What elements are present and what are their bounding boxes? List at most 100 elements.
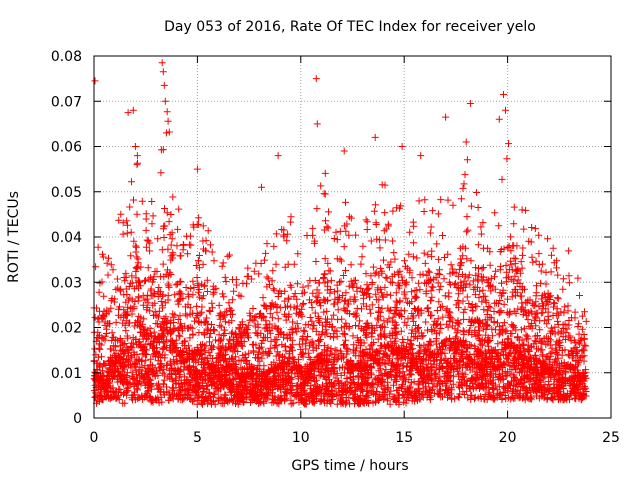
data-point [250,305,257,312]
data-point [406,229,413,236]
data-point [428,294,435,301]
data-point [265,275,272,282]
data-point [183,233,190,240]
data-point [435,256,442,263]
data-point [543,269,550,276]
data-point [544,235,551,242]
data-point [460,316,467,323]
data-point [149,220,156,227]
data-point [128,178,135,185]
data-point [183,284,190,291]
data-point [492,268,499,275]
data-point [261,257,268,264]
data-point [498,280,505,287]
data-point [342,199,349,206]
data-point [312,258,319,265]
data-point [334,288,341,295]
data-point [410,223,417,230]
data-point [143,227,150,234]
data-point [424,327,431,334]
data-point [322,217,329,224]
data-point [317,182,324,189]
data-point [221,327,228,334]
data-point [174,242,181,249]
data-point [416,286,423,293]
data-point [222,274,229,281]
data-point [273,230,280,237]
data-point [463,228,470,235]
data-point [258,260,265,267]
data-point [559,286,566,293]
data-point [565,247,572,254]
data-point [249,341,256,348]
data-point [435,210,442,217]
data-point [503,155,510,162]
data-point [330,301,337,308]
data-point [367,310,374,317]
data-point [428,224,435,231]
data-point [124,230,131,237]
data-point [511,255,518,262]
data-point [408,288,415,295]
data-point [373,221,380,228]
data-point [496,331,503,338]
data-point [177,252,184,259]
data-point [416,197,423,204]
data-point [519,252,526,259]
data-point [390,249,397,256]
data-point [143,244,150,251]
data-point [305,282,312,289]
data-point [363,216,370,223]
data-point [200,261,207,268]
data-point [572,314,579,321]
data-point [127,252,134,259]
data-point [133,254,140,261]
data-point [413,287,420,294]
data-point [364,226,371,233]
data-point [338,324,345,331]
data-point [270,243,277,250]
data-point [280,232,287,239]
data-point [135,293,142,300]
data-point [435,298,442,305]
data-point [464,294,471,301]
data-point [95,244,102,251]
data-point [333,229,340,236]
data-point [104,260,111,267]
data-point [375,304,382,311]
data-point [434,307,441,314]
data-point [164,108,171,115]
data-point [139,198,146,205]
data-point [109,329,116,336]
data-point [533,258,540,265]
data-point [335,306,342,313]
data-point [94,329,101,336]
data-point [161,234,168,241]
data-point [457,262,464,269]
data-point [148,198,155,205]
data-point [169,229,176,236]
data-point [460,185,467,192]
data-point [398,328,405,335]
data-point [292,290,299,297]
data-point [503,262,510,269]
data-point [565,307,572,314]
data-point [128,272,135,279]
data-point [352,277,359,284]
chart-title: Day 053 of 2016, Rate Of TEC Index for r… [164,19,536,35]
data-point [207,241,214,248]
data-point [117,211,124,218]
data-point [464,227,471,234]
data-point [389,238,396,245]
data-point [539,309,546,316]
data-point [167,211,174,218]
data-point [177,312,184,319]
data-point [350,332,357,339]
data-point [352,232,359,239]
data-point [270,285,277,292]
data-point [507,233,514,240]
data-point [169,235,176,242]
data-point [475,241,482,248]
data-point [464,156,471,163]
data-point [456,394,463,401]
